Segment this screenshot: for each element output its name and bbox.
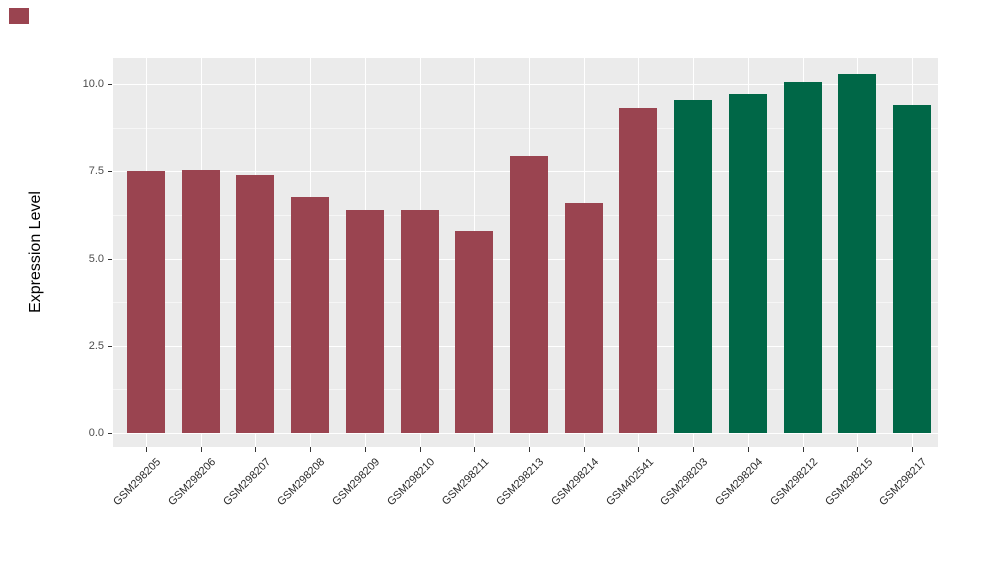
bar-GSM298211 bbox=[455, 230, 494, 433]
x-tick-label: GSM298208 bbox=[275, 456, 328, 509]
bar-GSM298212 bbox=[783, 82, 822, 433]
bar-GSM298214 bbox=[564, 202, 603, 433]
x-tick-label: GSM298204 bbox=[713, 456, 766, 509]
x-tick-mark bbox=[146, 447, 147, 452]
x-tick-mark bbox=[802, 447, 804, 452]
x-tick-mark bbox=[911, 447, 913, 452]
x-tick-label: GSM298212 bbox=[767, 456, 821, 509]
y-tick-mark bbox=[108, 258, 112, 260]
bar-GSM298206 bbox=[181, 169, 220, 433]
y-tick-mark bbox=[108, 84, 112, 85]
y-tick-mark bbox=[108, 345, 112, 347]
x-tick-mark bbox=[200, 447, 202, 452]
x-tick-mark bbox=[693, 447, 695, 452]
y-tick-label: 5.0 bbox=[88, 252, 104, 265]
x-tick-mark bbox=[255, 447, 257, 452]
minor-gridline bbox=[113, 127, 938, 129]
x-tick-mark bbox=[583, 447, 585, 452]
x-tick-label: GSM298205 bbox=[111, 456, 164, 509]
bar-GSM298204 bbox=[728, 94, 767, 433]
x-tick-mark bbox=[310, 447, 312, 452]
x-tick-label: GSM298206 bbox=[166, 456, 219, 509]
x-tick-label: GSM298215 bbox=[822, 456, 875, 509]
x-tick-label: GSM298217 bbox=[877, 456, 930, 509]
x-tick-mark bbox=[419, 447, 421, 452]
x-tick-mark bbox=[474, 447, 476, 452]
x-tick-mark bbox=[364, 447, 366, 452]
y-tick-label: 2.5 bbox=[88, 339, 104, 352]
y-tick-mark bbox=[108, 171, 112, 173]
y-axis-title-text: Expression Level bbox=[27, 191, 44, 313]
bar-GSM298217 bbox=[892, 104, 931, 433]
y-tick-label: 0.0 bbox=[88, 427, 104, 439]
plot-panel bbox=[113, 58, 938, 447]
x-tick-mark bbox=[747, 447, 749, 452]
bar-GSM298209 bbox=[345, 209, 384, 433]
y-tick-mark bbox=[108, 433, 112, 434]
bar-GSM298203 bbox=[674, 99, 713, 433]
bar-GSM298213 bbox=[509, 155, 548, 433]
x-tick-label: GSM298207 bbox=[220, 456, 273, 509]
x-tick-mark bbox=[528, 447, 530, 452]
major-gridline bbox=[113, 433, 938, 434]
x-tick-label: GSM298210 bbox=[384, 456, 438, 509]
x-tick-label: GSM402541 bbox=[603, 456, 656, 509]
y-tick-label: 10.0 bbox=[82, 78, 104, 90]
x-tick-label: GSM298213 bbox=[494, 456, 547, 509]
x-tick-label: GSM298209 bbox=[330, 456, 383, 509]
y-tick-label: 7.5 bbox=[88, 165, 104, 178]
bar-GSM298208 bbox=[291, 197, 330, 433]
bar-GSM298215 bbox=[838, 73, 877, 433]
major-gridline bbox=[113, 84, 938, 85]
bar-GSM298210 bbox=[400, 209, 439, 433]
bar-GSM402541 bbox=[619, 108, 658, 433]
x-tick-label: GSM298203 bbox=[658, 456, 711, 509]
x-tick-label: GSM298211 bbox=[440, 456, 492, 508]
bar-GSM298205 bbox=[127, 171, 165, 433]
x-tick-mark bbox=[638, 447, 640, 452]
x-tick-mark bbox=[857, 447, 859, 452]
bar-GSM298207 bbox=[236, 174, 275, 433]
corner-marker bbox=[9, 8, 29, 24]
x-tick-label: GSM298214 bbox=[549, 456, 602, 509]
